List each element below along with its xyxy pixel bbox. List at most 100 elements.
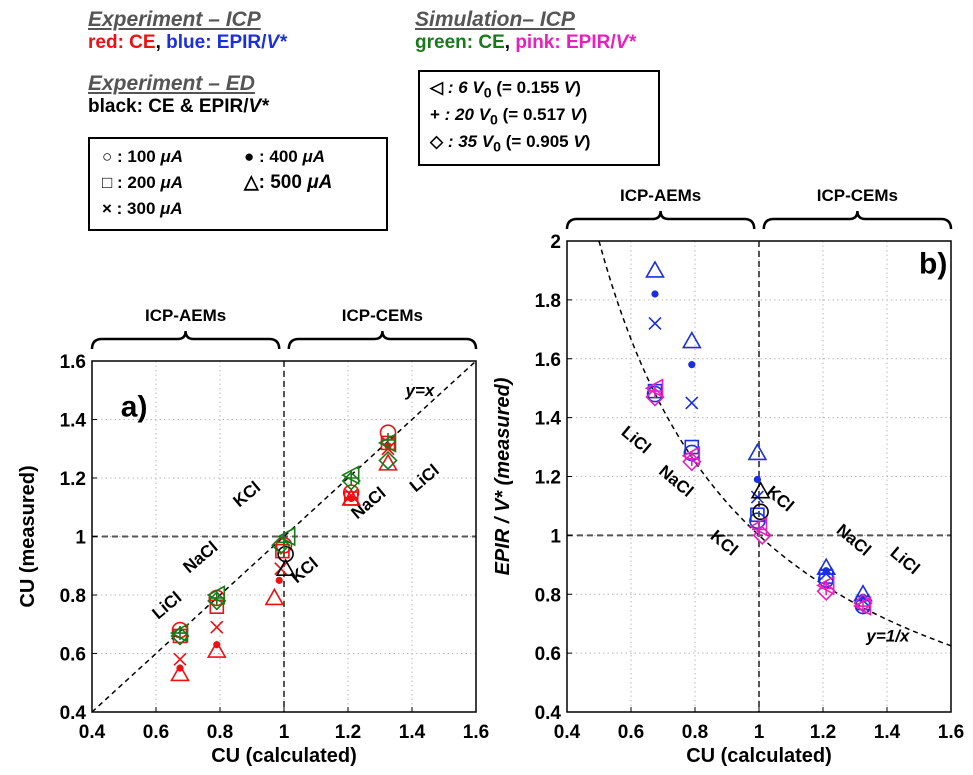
green-plus-marker — [277, 535, 291, 550]
green-diamond-marker — [170, 626, 190, 646]
legend-simulation-icp: Simulation– ICP green: CE, pink: EPIR/V* — [415, 8, 636, 54]
reference-curve — [91, 360, 477, 713]
red-x-marker — [210, 620, 224, 634]
pink-diamond-marker — [816, 581, 836, 601]
legend-pink-vstar: V* — [615, 32, 636, 53]
bracket-aems-label: ICP-AEMs — [145, 306, 226, 325]
x-tick-label: 0.8 — [682, 722, 708, 743]
red-triangle-marker — [170, 663, 190, 682]
y-tick-label: 1 — [75, 528, 86, 549]
legend-sep: , — [155, 32, 167, 53]
x-tick-label: 0.4 — [79, 722, 106, 743]
legend-current-300: × : 300 μA — [102, 199, 183, 218]
y-tick-label: 0.6 — [60, 645, 86, 666]
legend-experiment-icp: Experiment – ICP red: CE, blue: EPIR/V* — [88, 8, 287, 54]
x-tick-label: 0.6 — [618, 722, 644, 743]
reference-curve — [598, 240, 952, 647]
red-dot-marker — [275, 576, 283, 584]
salt-label-licl: LiCl — [148, 588, 185, 623]
x-tick-label: 1 — [754, 722, 765, 743]
legend-simulation-icp-title: Simulation– ICP — [415, 8, 575, 31]
bracket-cems-bracket — [287, 330, 478, 350]
legend-experiment-icp-title: Experiment – ICP — [88, 8, 261, 31]
legend-current-500: △: 500 μA — [244, 172, 333, 193]
legend-red-ce: red: CE — [88, 32, 156, 53]
y-axis-label: EPIR / V* (measured) — [492, 377, 514, 575]
green-diamond-marker — [341, 471, 361, 491]
y-tick-label: 1 — [550, 526, 561, 547]
x-tick-label: 1.2 — [335, 722, 361, 743]
legend-current-400: ● : 400 μA — [244, 147, 326, 166]
black-triangle-marker — [275, 558, 296, 576]
x-tick-label: 0.4 — [554, 722, 581, 743]
pink-diamond-marker — [645, 387, 665, 407]
y-tick-label: 0.6 — [535, 644, 561, 665]
y-tick-label: 0.4 — [535, 703, 562, 724]
red-square-marker — [275, 543, 290, 559]
legend-blue-vstar: V* — [266, 32, 287, 53]
salt-label-nacl: NaCl — [655, 461, 697, 500]
x-tick-label: 0.6 — [143, 722, 169, 743]
reference-curve-label: y=x — [405, 381, 436, 400]
chart-panel-a: 0.4 0.6 0.8 1 1.2 1.4 1.6 0.4 0.6 0.8 1 1.2 1.4 1.6 CU… — [17, 306, 489, 767]
blue-dot-marker — [688, 361, 696, 369]
salt-label-nacl: NaCl — [348, 483, 390, 522]
bracket-aems-bracket — [90, 330, 281, 350]
blue-triangle-marker — [645, 260, 665, 278]
salt-label-licl: LiCl — [618, 422, 655, 457]
legend-current-box: ○ : 100 μA ● : 400 μA □ : 200 μA △: 500 … — [88, 137, 388, 231]
salt-label-kcl: KCl — [707, 526, 742, 559]
red-x-marker — [344, 488, 358, 503]
red-x-marker — [173, 652, 187, 666]
bracket-cems-label: ICP-CEMs — [342, 306, 423, 325]
panel-label: b) — [919, 247, 947, 280]
legend-current-100: ○ : 100 μA — [102, 147, 184, 166]
green-plus-marker — [381, 432, 395, 447]
x-tick-label: 1.4 — [874, 722, 901, 743]
red-triangle-marker — [341, 488, 362, 506]
red-triangle-marker — [264, 587, 285, 606]
bracket-aems-label: ICP-AEMs — [620, 186, 701, 205]
salt-label-nacl: NaCl — [180, 537, 222, 576]
y-tick-label: 0.4 — [60, 703, 87, 724]
pink-diamond-marker — [752, 525, 772, 546]
legend-voltage-20: + : 20 V0 (= 0.517 V) — [430, 105, 588, 129]
x-axis-label: CU (calculated) — [686, 745, 832, 767]
legend-experiment-ed-title: Experiment – ED — [88, 72, 255, 95]
legend-voltage-box: ◁ : 6 V0 (= 0.155 V) + : 20 V0 (= 0.517 … — [418, 70, 660, 166]
y-tick-label: 1.2 — [535, 468, 561, 489]
y-tick-label: 1.8 — [535, 291, 561, 312]
legend-blue-epir: blue: EPIR/ — [166, 32, 267, 53]
panel-label: a) — [121, 391, 148, 424]
salt-label-nacl: NaCl — [833, 520, 875, 559]
x-tick-label: 0.8 — [207, 722, 233, 743]
black-circle-marker — [277, 545, 294, 563]
y-tick-label: 1.4 — [535, 409, 562, 430]
pink-diamond-marker — [682, 452, 702, 472]
blue-dot-marker — [753, 475, 762, 484]
red-triangle-marker — [206, 640, 227, 658]
x-tick-label: 1.2 — [810, 722, 836, 743]
legend-black-vstar: V* — [248, 96, 269, 117]
legend-voltage-6: ◁ : 6 V0 (= 0.155 V) — [430, 78, 581, 102]
green-triangle-left-marker — [276, 526, 296, 547]
black-circle-marker — [752, 503, 769, 521]
x-tick-label: 1 — [279, 722, 290, 743]
chart-panel-b: 0.4 0.6 0.8 1 1.2 1.4 1.6 0.4 0.6 0.8 1 1.2 1.4 1.6 1.… — [492, 186, 964, 767]
salt-label-licl: LiCl — [887, 543, 924, 578]
x-tick-label: 1.4 — [399, 722, 426, 743]
legend-current-200: □ : 200 μA — [102, 173, 184, 192]
salt-label-kcl: KCl — [230, 478, 265, 511]
legend-sep-2: , — [504, 32, 516, 53]
pink-plus-marker — [648, 384, 662, 399]
reference-curve-label: y=1/x — [865, 626, 911, 645]
y-tick-label: 1.6 — [60, 352, 86, 373]
pink-diamond-marker — [853, 593, 873, 613]
legend-black-ce-epir: black: CE & EPIR/ — [88, 96, 249, 117]
legend-voltage-35: ◇ : 35 V0 (= 0.905 V) — [430, 132, 591, 156]
green-diamond-marker — [207, 591, 227, 611]
legend-experiment-ed: Experiment – ED black: CE & EPIR/V* — [88, 72, 269, 118]
legend-simulation-icp-colors: green: CE, pink: EPIR/V* — [415, 32, 636, 54]
blue-square-marker — [750, 507, 765, 523]
